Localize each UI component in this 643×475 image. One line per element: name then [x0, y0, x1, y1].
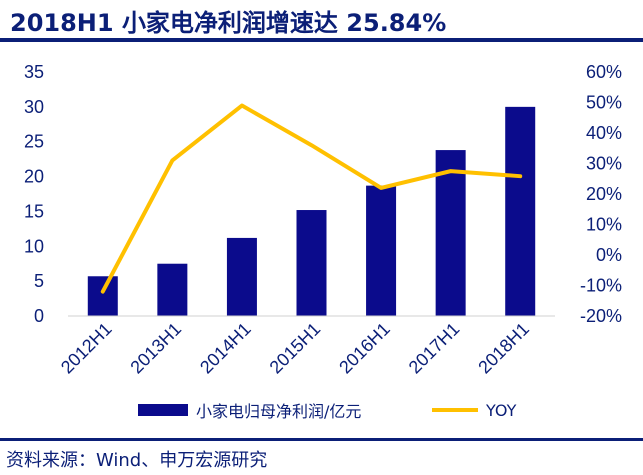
- y-right-tick-label: 40%: [586, 123, 622, 143]
- yoy-point: [241, 105, 243, 107]
- plot-area: 0 5 10 15 20 25 30 35 -20% -10% 0% 10% 20% 30% 40% 50% 6…: [24, 62, 622, 377]
- legend-swatch-yoy: [432, 408, 478, 412]
- source-note: 资料来源：Wind、申万宏源研究: [6, 450, 268, 471]
- y-left-tick-label: 35: [24, 62, 44, 82]
- x-tick-label: 2014H1: [196, 319, 255, 378]
- chart-svg: 0 5 10 15 20 25 30 35 -20% -10% 0% 10% 20% 30% 40% 50% 6…: [24, 62, 622, 377]
- y-right-tick-label: -10%: [580, 276, 622, 296]
- y-right-tick-label: 60%: [586, 62, 622, 82]
- legend-label-bars: 小家电归母净利润/亿元: [196, 402, 362, 421]
- legend-item-bars: 小家电归母净利润/亿元: [138, 398, 361, 422]
- x-tick-label: 2012H1: [57, 319, 116, 378]
- bar: [505, 106, 536, 316]
- y-right-tick-label: 20%: [586, 184, 622, 204]
- yoy-point: [171, 159, 173, 161]
- yoy-point: [380, 187, 382, 189]
- yoy-point: [450, 170, 452, 172]
- yoy-point: [102, 291, 104, 293]
- yoy-point: [519, 175, 521, 177]
- y-right-tick-label: -20%: [580, 306, 622, 326]
- bar: [366, 185, 397, 316]
- y-left-tick-label: 5: [34, 271, 44, 291]
- y-right-tick-label: 50%: [586, 93, 622, 113]
- y-left-tick-label: 0: [34, 306, 44, 326]
- x-tick-label: 2015H1: [266, 319, 325, 378]
- y-left-tick-label: 30: [24, 97, 44, 117]
- x-tick-label: 2013H1: [126, 319, 185, 378]
- legend-label-yoy: YOY: [486, 400, 517, 420]
- y-left-tick-label: 15: [24, 201, 44, 221]
- y-right-tick-label: 30%: [586, 154, 622, 174]
- title-divider: [0, 38, 643, 42]
- legend-swatch-bars: [138, 404, 188, 416]
- y-right-tick-label: 10%: [586, 215, 622, 235]
- source-divider: [0, 438, 643, 441]
- yoy-point: [311, 144, 312, 146]
- bar: [87, 276, 118, 316]
- legend-item-yoy: YOY: [432, 398, 516, 422]
- chart-title: 2018H1 小家电净利润增速达 25.84%: [10, 9, 447, 37]
- x-tick-label: 2017H1: [405, 319, 464, 378]
- bar: [435, 150, 466, 316]
- y-right-tick-label: 0%: [596, 245, 622, 265]
- bar: [157, 263, 188, 316]
- bar: [226, 237, 257, 316]
- y-left-tick-label: 20: [24, 167, 44, 187]
- x-tick-label: 2018H1: [474, 319, 533, 378]
- legend: 小家电归母净利润/亿元 YOY: [0, 398, 643, 422]
- bar: [296, 210, 327, 316]
- y-left-tick-label: 25: [24, 132, 44, 152]
- x-tick-label: 2016H1: [335, 319, 394, 378]
- y-left-tick-label: 10: [24, 236, 44, 256]
- title-bar: 2018H1 小家电净利润增速达 25.84%: [0, 0, 643, 44]
